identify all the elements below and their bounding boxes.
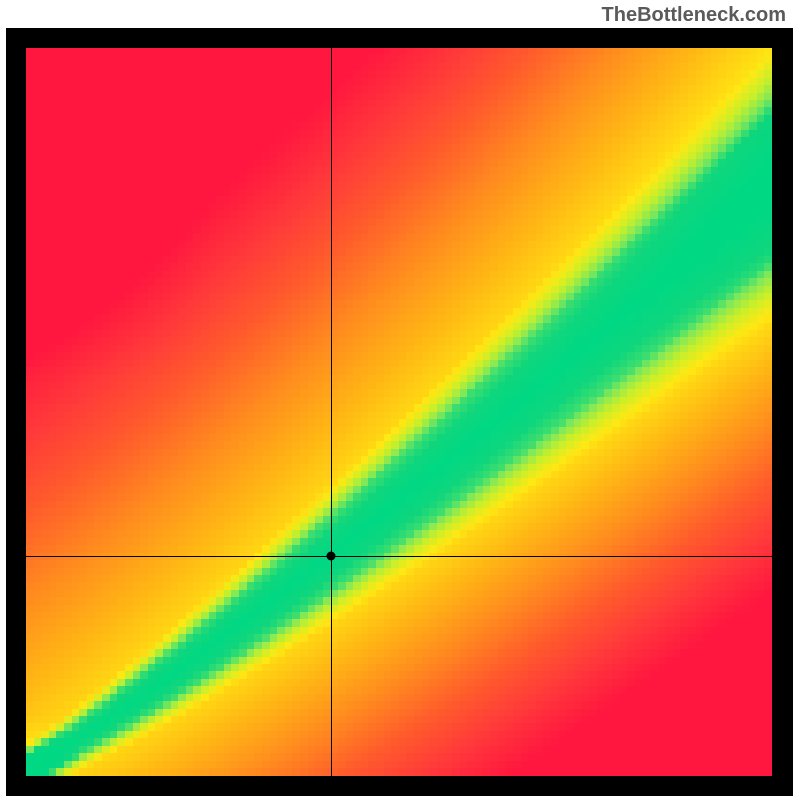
heatmap-plot [26,48,773,776]
crosshair-vertical [331,48,332,776]
watermark-text: TheBottleneck.com [602,4,786,27]
chart-container: TheBottleneck.com [0,0,800,800]
crosshair-marker [326,552,335,561]
crosshair-horizontal [26,556,773,557]
